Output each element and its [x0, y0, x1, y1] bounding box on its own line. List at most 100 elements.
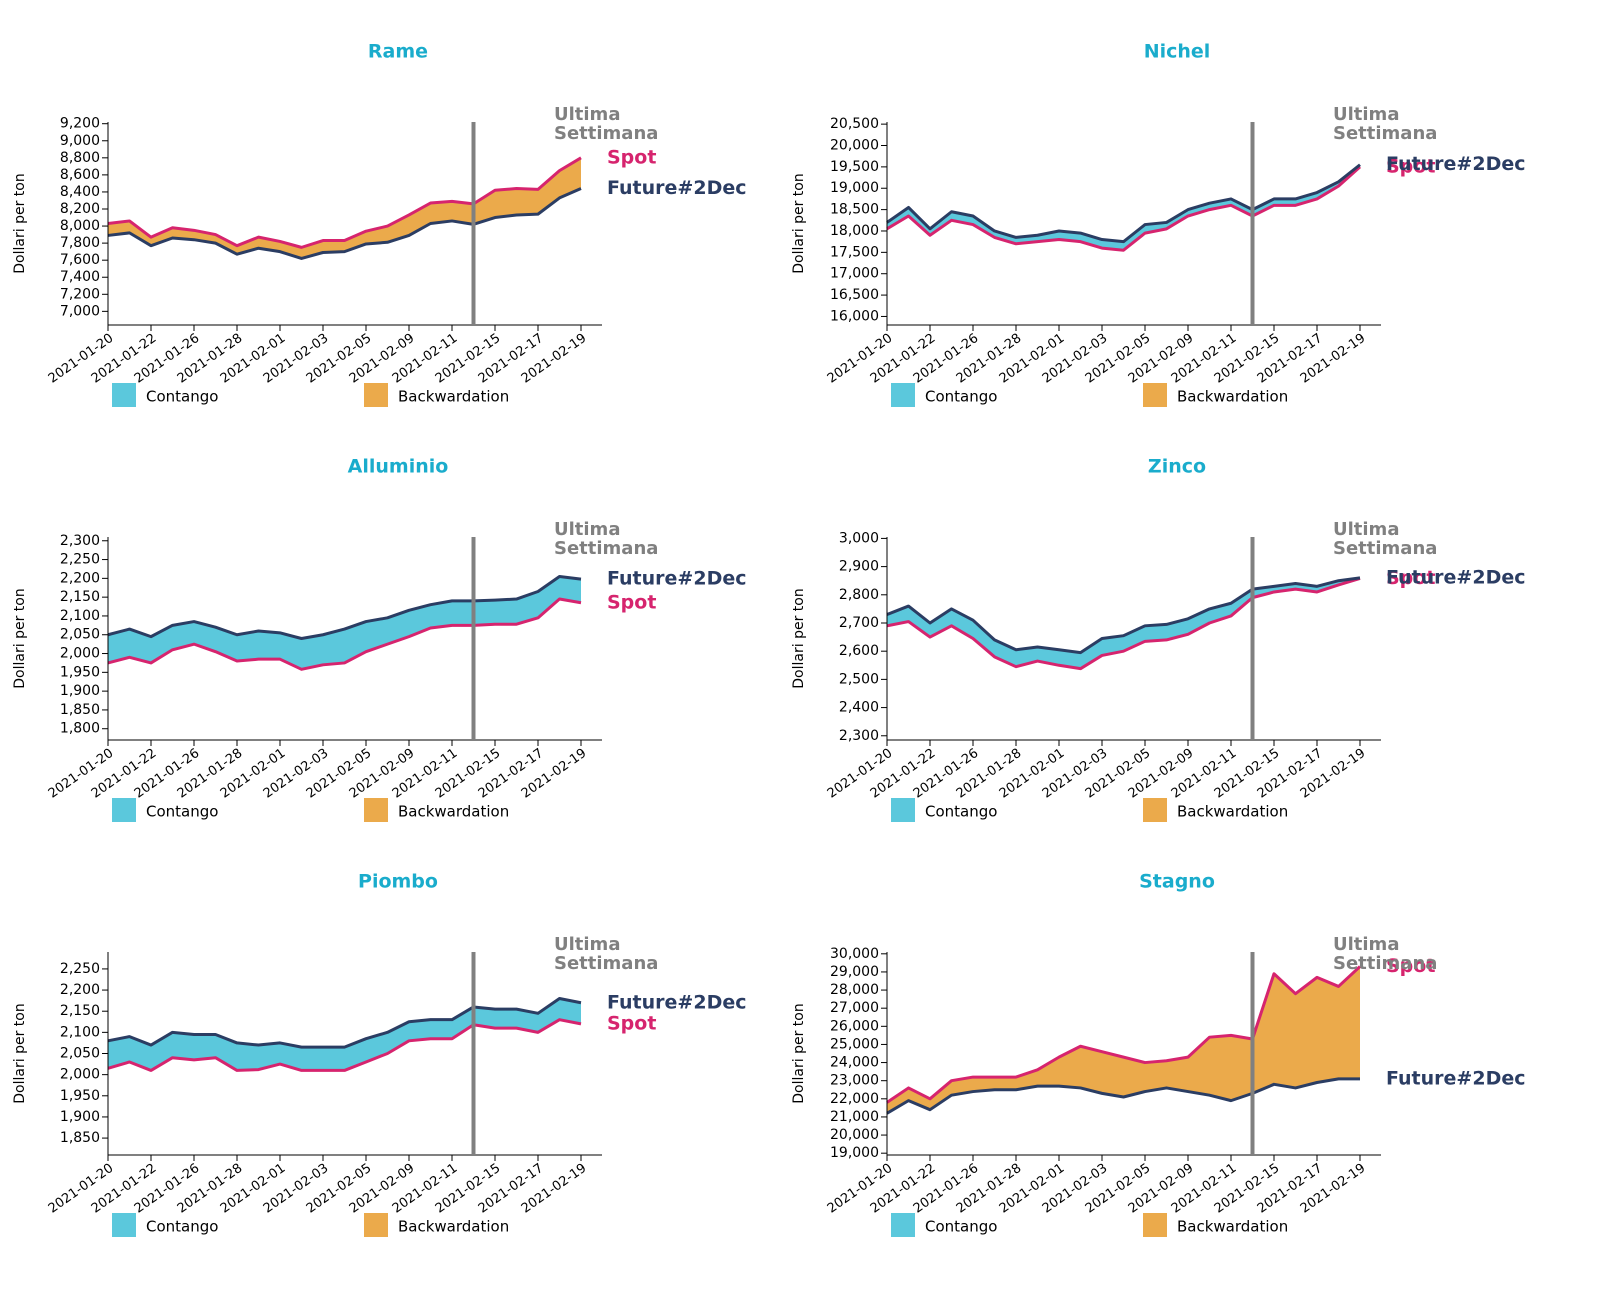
series-line — [107, 997, 582, 1049]
y-tick-label: 2,250 — [60, 961, 100, 977]
y-tick-label: 2,200 — [60, 570, 100, 586]
annotation-text: Ultima — [554, 104, 620, 125]
spread-area — [323, 240, 345, 253]
chart-title: Alluminio — [348, 456, 449, 478]
y-tick-label: 1,900 — [60, 1109, 100, 1125]
spread-area — [172, 621, 194, 650]
chart-title: Stagno — [1139, 871, 1215, 893]
y-tick-label: 7,200 — [60, 286, 100, 302]
series-label: Future#2Dec — [607, 568, 747, 590]
annotation-text: Ultima — [1333, 104, 1399, 125]
annotation-text: Settimana — [1333, 538, 1437, 559]
spread-area — [495, 1009, 517, 1029]
spread-area — [301, 634, 323, 670]
spread-area — [1102, 1051, 1124, 1097]
spread-area — [994, 1077, 1016, 1090]
spread-area — [409, 203, 431, 236]
spread-area — [887, 1087, 909, 1114]
spread-area — [258, 1042, 280, 1070]
legend-label: Contango — [925, 1218, 997, 1236]
annotation-text: Ultima — [554, 934, 620, 955]
spread-area — [1016, 1069, 1038, 1090]
spread-area — [973, 1077, 995, 1092]
y-tick-label: 8,400 — [60, 184, 100, 200]
y-tick-label: 1,900 — [60, 683, 100, 699]
legend-swatch — [112, 383, 136, 407]
chart-title: Rame — [368, 41, 428, 63]
spread-area — [473, 1006, 495, 1029]
spread-area — [1188, 1037, 1210, 1096]
spread-area — [1166, 1057, 1188, 1092]
series-label: Spot — [1386, 955, 1435, 977]
y-tick-label: 8,600 — [60, 167, 100, 183]
y-tick-label: 9,000 — [60, 133, 100, 149]
y-tick-label: 2,500 — [839, 671, 879, 687]
y-tick-label: 7,600 — [60, 252, 100, 268]
series-line — [886, 576, 1361, 655]
spread-area — [280, 241, 302, 259]
spread-area — [1188, 203, 1210, 217]
spread-area — [1037, 1057, 1059, 1087]
spread-area — [1274, 973, 1296, 1088]
y-tick-label: 1,800 — [60, 721, 100, 737]
spread-area — [1295, 192, 1317, 206]
spread-area — [1059, 1046, 1081, 1088]
spread-area — [473, 190, 495, 225]
y-tick-label: 20,000 — [830, 1127, 879, 1143]
spread-area — [930, 1080, 952, 1110]
y-tick-label: 28,000 — [830, 982, 879, 998]
spread-area — [1231, 1035, 1253, 1101]
y-tick-label: 2,200 — [60, 982, 100, 998]
spread-area — [194, 621, 216, 652]
spread-area — [108, 629, 130, 663]
series-label: Future#2Dec — [607, 991, 747, 1013]
series-label: Future#2Dec — [1386, 1067, 1526, 1089]
y-tick-label: 23,000 — [830, 1073, 879, 1089]
legend-label: Contango — [146, 1218, 218, 1236]
spread-area — [280, 1042, 302, 1071]
legend-swatch — [1143, 1213, 1167, 1237]
series-label: Spot — [1386, 567, 1435, 589]
legend-swatch — [364, 383, 388, 407]
series-line — [886, 965, 1362, 1104]
spread-area — [1231, 589, 1253, 616]
spread-area — [1080, 233, 1102, 249]
spread-area — [516, 188, 538, 215]
spread-area — [908, 1087, 930, 1110]
spread-area — [473, 600, 495, 626]
legend-swatch — [891, 1213, 915, 1237]
y-tick-label: 8,800 — [60, 150, 100, 166]
chart-panel: Stagno Dollari per ton Spot Future#2Dec 19,0… — [791, 871, 1526, 1237]
y-tick-label: 2,300 — [60, 533, 100, 549]
spread-area — [409, 1019, 431, 1041]
legend-label: Contango — [925, 803, 997, 821]
y-tick-label: 2,100 — [60, 1024, 100, 1040]
legend-swatch — [1143, 798, 1167, 822]
y-tick-label: 3,000 — [839, 530, 879, 546]
legend-swatch — [891, 798, 915, 822]
legend-label: Backwardation — [1177, 803, 1288, 821]
legend-label: Backwardation — [1177, 1218, 1288, 1236]
spread-area — [215, 1034, 237, 1071]
spread-area — [559, 998, 581, 1024]
spread-area — [430, 201, 452, 224]
series-line — [886, 577, 1361, 671]
annotation-text: Ultima — [554, 519, 620, 540]
spread-area — [1338, 966, 1360, 1079]
spread-area — [344, 231, 366, 252]
spread-area — [344, 621, 366, 663]
series-label: Future#2Dec — [1386, 153, 1526, 175]
series-line — [886, 1077, 1360, 1115]
spread-area — [215, 234, 237, 255]
y-axis-label: Dollari per ton — [791, 588, 807, 688]
spread-area — [1080, 638, 1102, 669]
spread-area — [1209, 1035, 1231, 1101]
spread-area — [973, 620, 995, 657]
spread-area — [430, 600, 452, 628]
spread-area — [1059, 649, 1081, 669]
y-tick-label: 2,400 — [839, 700, 879, 716]
